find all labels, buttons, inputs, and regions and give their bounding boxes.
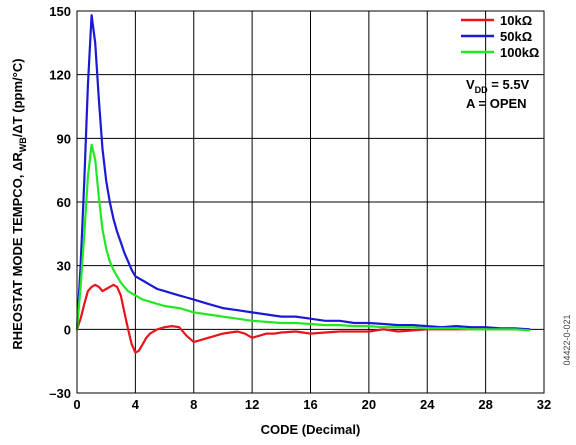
y-tick-label: 90 [57,131,71,146]
y-axis-title-sub: WB [18,137,28,152]
y-tick-label: 30 [57,259,71,274]
vdd-annotation-rest: = 5.5V [488,77,530,92]
y-tick-label: 150 [49,4,71,19]
y-tick-label: –30 [49,386,71,401]
series-line-2 [75,14,531,331]
y-axis-title-rest: /ΔT (ppm/°C) [10,58,25,137]
vdd-annotation-main: V [466,77,475,92]
y-axis-title: RHEOSTAT MODE TEMPCO, ΔRWB/ΔT (ppm/°C) [10,58,28,349]
x-tick-label: 20 [362,397,376,412]
x-axis-title: CODE (Decimal) [261,422,361,437]
legend-label: 10kΩ [500,13,532,28]
plot-frame [76,10,545,394]
x-tick-label: 4 [132,397,140,412]
series-lines [75,14,531,354]
x-tick-label: 32 [537,397,551,412]
x-tick-labels: 0 4 8 12 16 20 24 28 32 [73,397,551,412]
vdd-annotation: VDD = 5.5V [466,77,530,95]
vdd-annotation-sub: DD [475,85,488,95]
x-tick-label: 12 [245,397,259,412]
legend-label: 50kΩ [500,29,532,44]
x-tick-label: 28 [478,397,492,412]
y-tick-label: 120 [49,68,71,83]
figure-code: 04422-0-021 [562,314,572,365]
y-axis-title-main: RHEOSTAT MODE TEMPCO, ΔR [10,152,25,350]
y-tick-labels: –30 0 30 60 90 120 150 [49,4,71,401]
grid-lines [76,10,545,394]
y-tick-label: 0 [64,322,71,337]
series-line-3 [75,143,531,332]
x-tick-label: 0 [73,397,80,412]
y-tick-label: 60 [57,195,71,210]
series-line-1 [75,283,531,354]
open-annotation: A = OPEN [466,96,527,111]
x-tick-label: 16 [303,397,317,412]
x-tick-label: 24 [420,397,435,412]
x-tick-label: 8 [190,397,197,412]
legend-label: 100kΩ [500,45,539,60]
